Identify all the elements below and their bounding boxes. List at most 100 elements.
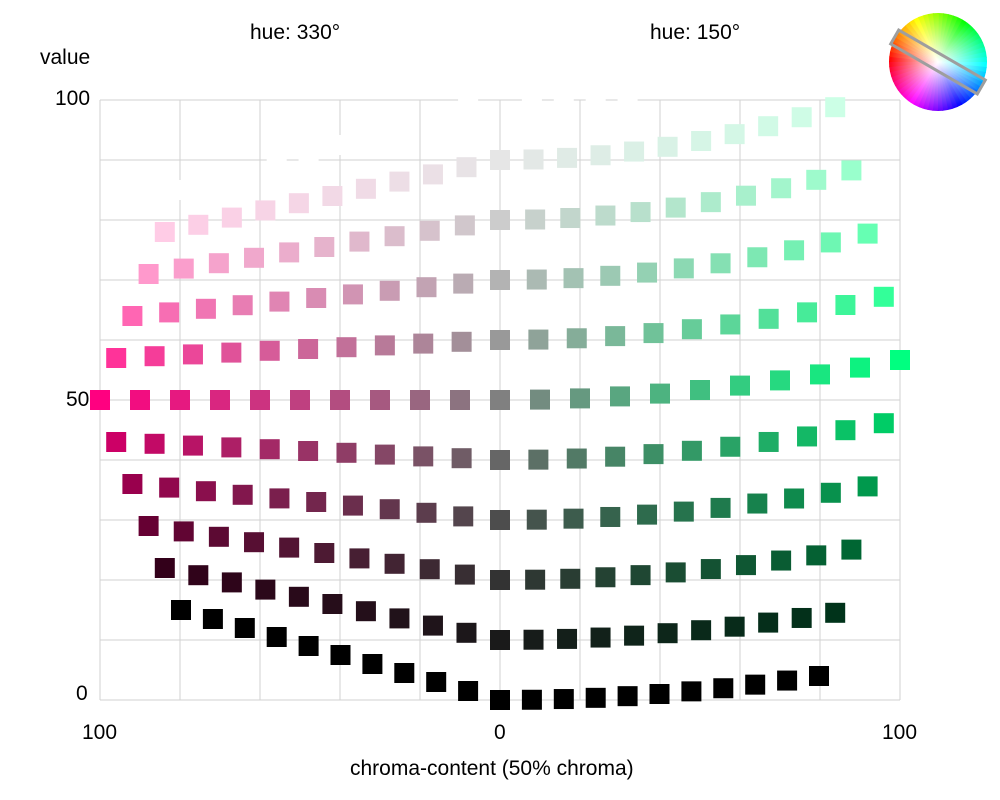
data-point-right xyxy=(730,375,750,396)
y-tick-label-top: 100 xyxy=(55,87,91,110)
data-point-right xyxy=(643,444,664,465)
data-point-neutral xyxy=(490,510,510,530)
data-point-left xyxy=(426,672,447,692)
data-point-left xyxy=(232,295,253,316)
data-point-left xyxy=(355,178,376,199)
data-point-right xyxy=(747,493,768,514)
data-point-left xyxy=(279,242,300,263)
data-point-left xyxy=(255,579,276,600)
data-point-left xyxy=(255,200,276,221)
data-point-right xyxy=(617,81,638,102)
data-point-left xyxy=(422,615,443,636)
data-point-right xyxy=(758,431,779,452)
data-point-right xyxy=(857,476,878,497)
data-point-right xyxy=(563,508,584,529)
data-point-left xyxy=(279,537,300,558)
data-point-right xyxy=(791,107,812,128)
data-point-right xyxy=(610,386,630,407)
data-point-left xyxy=(234,618,255,638)
data-point-left xyxy=(330,135,351,155)
data-point-left xyxy=(410,390,430,410)
hue-label-left: hue: 330° xyxy=(250,21,341,44)
data-point-left xyxy=(259,340,280,361)
data-point-right xyxy=(797,426,818,447)
data-point-left xyxy=(90,390,110,410)
data-point-neutral xyxy=(490,210,510,230)
data-point-left xyxy=(144,433,165,454)
hue-wheel-selector xyxy=(888,28,988,96)
data-point-left xyxy=(349,548,370,569)
data-point-right xyxy=(528,329,549,350)
x-tick-label-center: 0 xyxy=(494,721,506,744)
data-point-left xyxy=(171,600,191,620)
data-point-right xyxy=(777,670,798,691)
data-point-left xyxy=(173,258,194,279)
data-point-right xyxy=(681,440,702,461)
data-point-right xyxy=(710,497,731,518)
data-point-left xyxy=(182,344,203,365)
x-tick-label-left: 100 xyxy=(82,721,118,744)
data-point-left xyxy=(370,390,390,410)
data-point-left xyxy=(170,390,190,410)
data-point-left xyxy=(269,291,290,312)
data-point-right xyxy=(835,295,856,316)
data-point-right xyxy=(724,124,745,145)
data-point-right xyxy=(700,192,721,213)
data-point-right xyxy=(528,449,549,470)
data-point-left xyxy=(355,601,376,622)
data-point-left xyxy=(416,502,437,523)
data-point-left xyxy=(454,564,475,585)
data-point-right xyxy=(560,568,581,589)
data-point-right xyxy=(810,364,830,385)
data-point-right xyxy=(735,185,756,206)
data-point-right xyxy=(673,258,694,279)
data-point-left xyxy=(314,543,335,563)
data-point-right xyxy=(525,569,546,590)
data-point-left xyxy=(182,435,203,456)
data-point-right xyxy=(720,314,741,335)
data-point-left xyxy=(173,521,194,542)
data-point-left xyxy=(298,144,319,164)
data-point-left xyxy=(288,586,309,607)
data-point-right xyxy=(873,286,894,307)
data-point-right xyxy=(624,625,645,646)
data-point-left xyxy=(159,302,180,323)
data-point-left xyxy=(266,627,287,647)
data-point-left xyxy=(208,253,229,274)
data-point-left xyxy=(384,553,405,574)
data-point-left xyxy=(138,264,159,284)
data-point-left xyxy=(336,337,357,358)
data-point-left xyxy=(384,226,405,247)
data-point-right xyxy=(605,326,626,347)
data-point-right xyxy=(566,448,587,469)
data-point-right xyxy=(835,420,856,441)
data-point-left xyxy=(374,335,395,356)
data-point-left xyxy=(221,207,242,228)
data-point-left xyxy=(451,331,472,352)
data-point-right xyxy=(523,629,544,650)
data-point-right xyxy=(784,488,805,509)
data-point-left xyxy=(195,481,216,502)
data-point-right xyxy=(585,687,606,708)
data-point-right xyxy=(770,370,790,391)
data-point-right xyxy=(710,253,731,274)
data-point-left xyxy=(266,153,287,173)
data-point-right xyxy=(673,501,694,522)
data-point-left xyxy=(349,231,370,252)
data-point-left xyxy=(154,222,175,242)
data-point-right xyxy=(745,674,766,695)
data-point-right xyxy=(758,116,779,137)
data-point-left xyxy=(330,645,351,665)
data-point-left xyxy=(202,609,223,629)
data-point-left xyxy=(232,484,253,505)
data-point-right xyxy=(530,389,550,410)
data-point-right xyxy=(630,202,651,223)
data-point-right xyxy=(806,545,827,566)
data-point-left xyxy=(458,99,479,119)
data-point-left xyxy=(290,390,310,410)
data-point-right xyxy=(825,602,846,623)
data-point-right xyxy=(841,539,862,560)
data-point-left xyxy=(413,446,434,467)
data-point-right xyxy=(724,616,745,637)
data-point-right xyxy=(650,383,670,404)
